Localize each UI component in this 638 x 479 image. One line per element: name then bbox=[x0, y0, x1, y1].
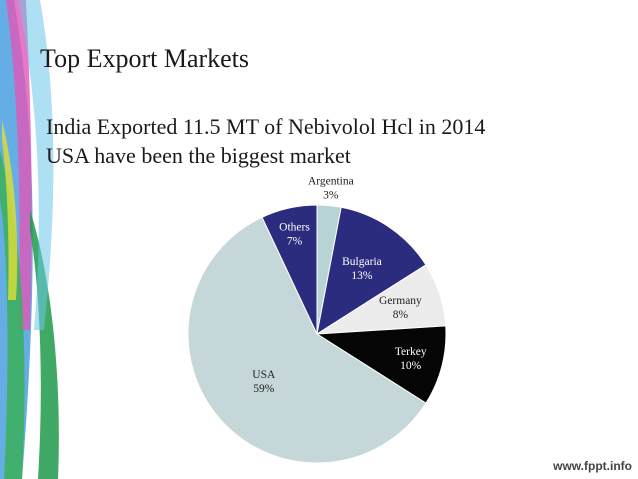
slice-label-usa: USA bbox=[252, 369, 276, 381]
slide-title: Top Export Markets bbox=[40, 44, 250, 73]
ribbon-green bbox=[0, 150, 25, 479]
pie-chart: Argentina 3% Bulgaria 13% Germany 8% Terkey 10%… bbox=[187, 176, 447, 464]
watermark: www.fppt.info bbox=[553, 459, 632, 473]
pie-slice-terkey bbox=[315, 325, 447, 404]
slice-value-usa: 59% bbox=[253, 383, 274, 395]
pie-slice-bulgaria bbox=[316, 206, 427, 336]
pie-slice-others bbox=[261, 204, 318, 335]
slice-value-bulgaria: 13% bbox=[351, 270, 373, 282]
slice-value-germany: 8% bbox=[393, 309, 409, 321]
ribbon-yellow bbox=[2, 120, 18, 300]
bullet-list: India Exported 11.5 MT of Nebivolol Hcl … bbox=[46, 112, 485, 170]
slice-value-terkey: 10% bbox=[400, 360, 422, 372]
slice-label-terkey: Terkey bbox=[395, 346, 427, 358]
pie-slice-usa bbox=[187, 216, 427, 464]
ribbon-pink bbox=[6, 0, 32, 330]
slice-label-others: Others bbox=[279, 221, 310, 233]
slice-label-argentina: Argentina bbox=[308, 176, 354, 188]
slice-label-germany: Germany bbox=[379, 295, 422, 307]
slice-value-others: 7% bbox=[287, 235, 303, 247]
slice-value-argentina: 3% bbox=[323, 190, 339, 202]
bullet-1: India Exported 11.5 MT of Nebivolol Hcl … bbox=[46, 114, 486, 139]
ribbon-cyan bbox=[18, 0, 54, 330]
slice-label-bulgaria: Bulgaria bbox=[342, 256, 382, 268]
ribbon-green-dark bbox=[30, 210, 59, 479]
bullet-2: USA have been the biggest market bbox=[46, 143, 351, 168]
